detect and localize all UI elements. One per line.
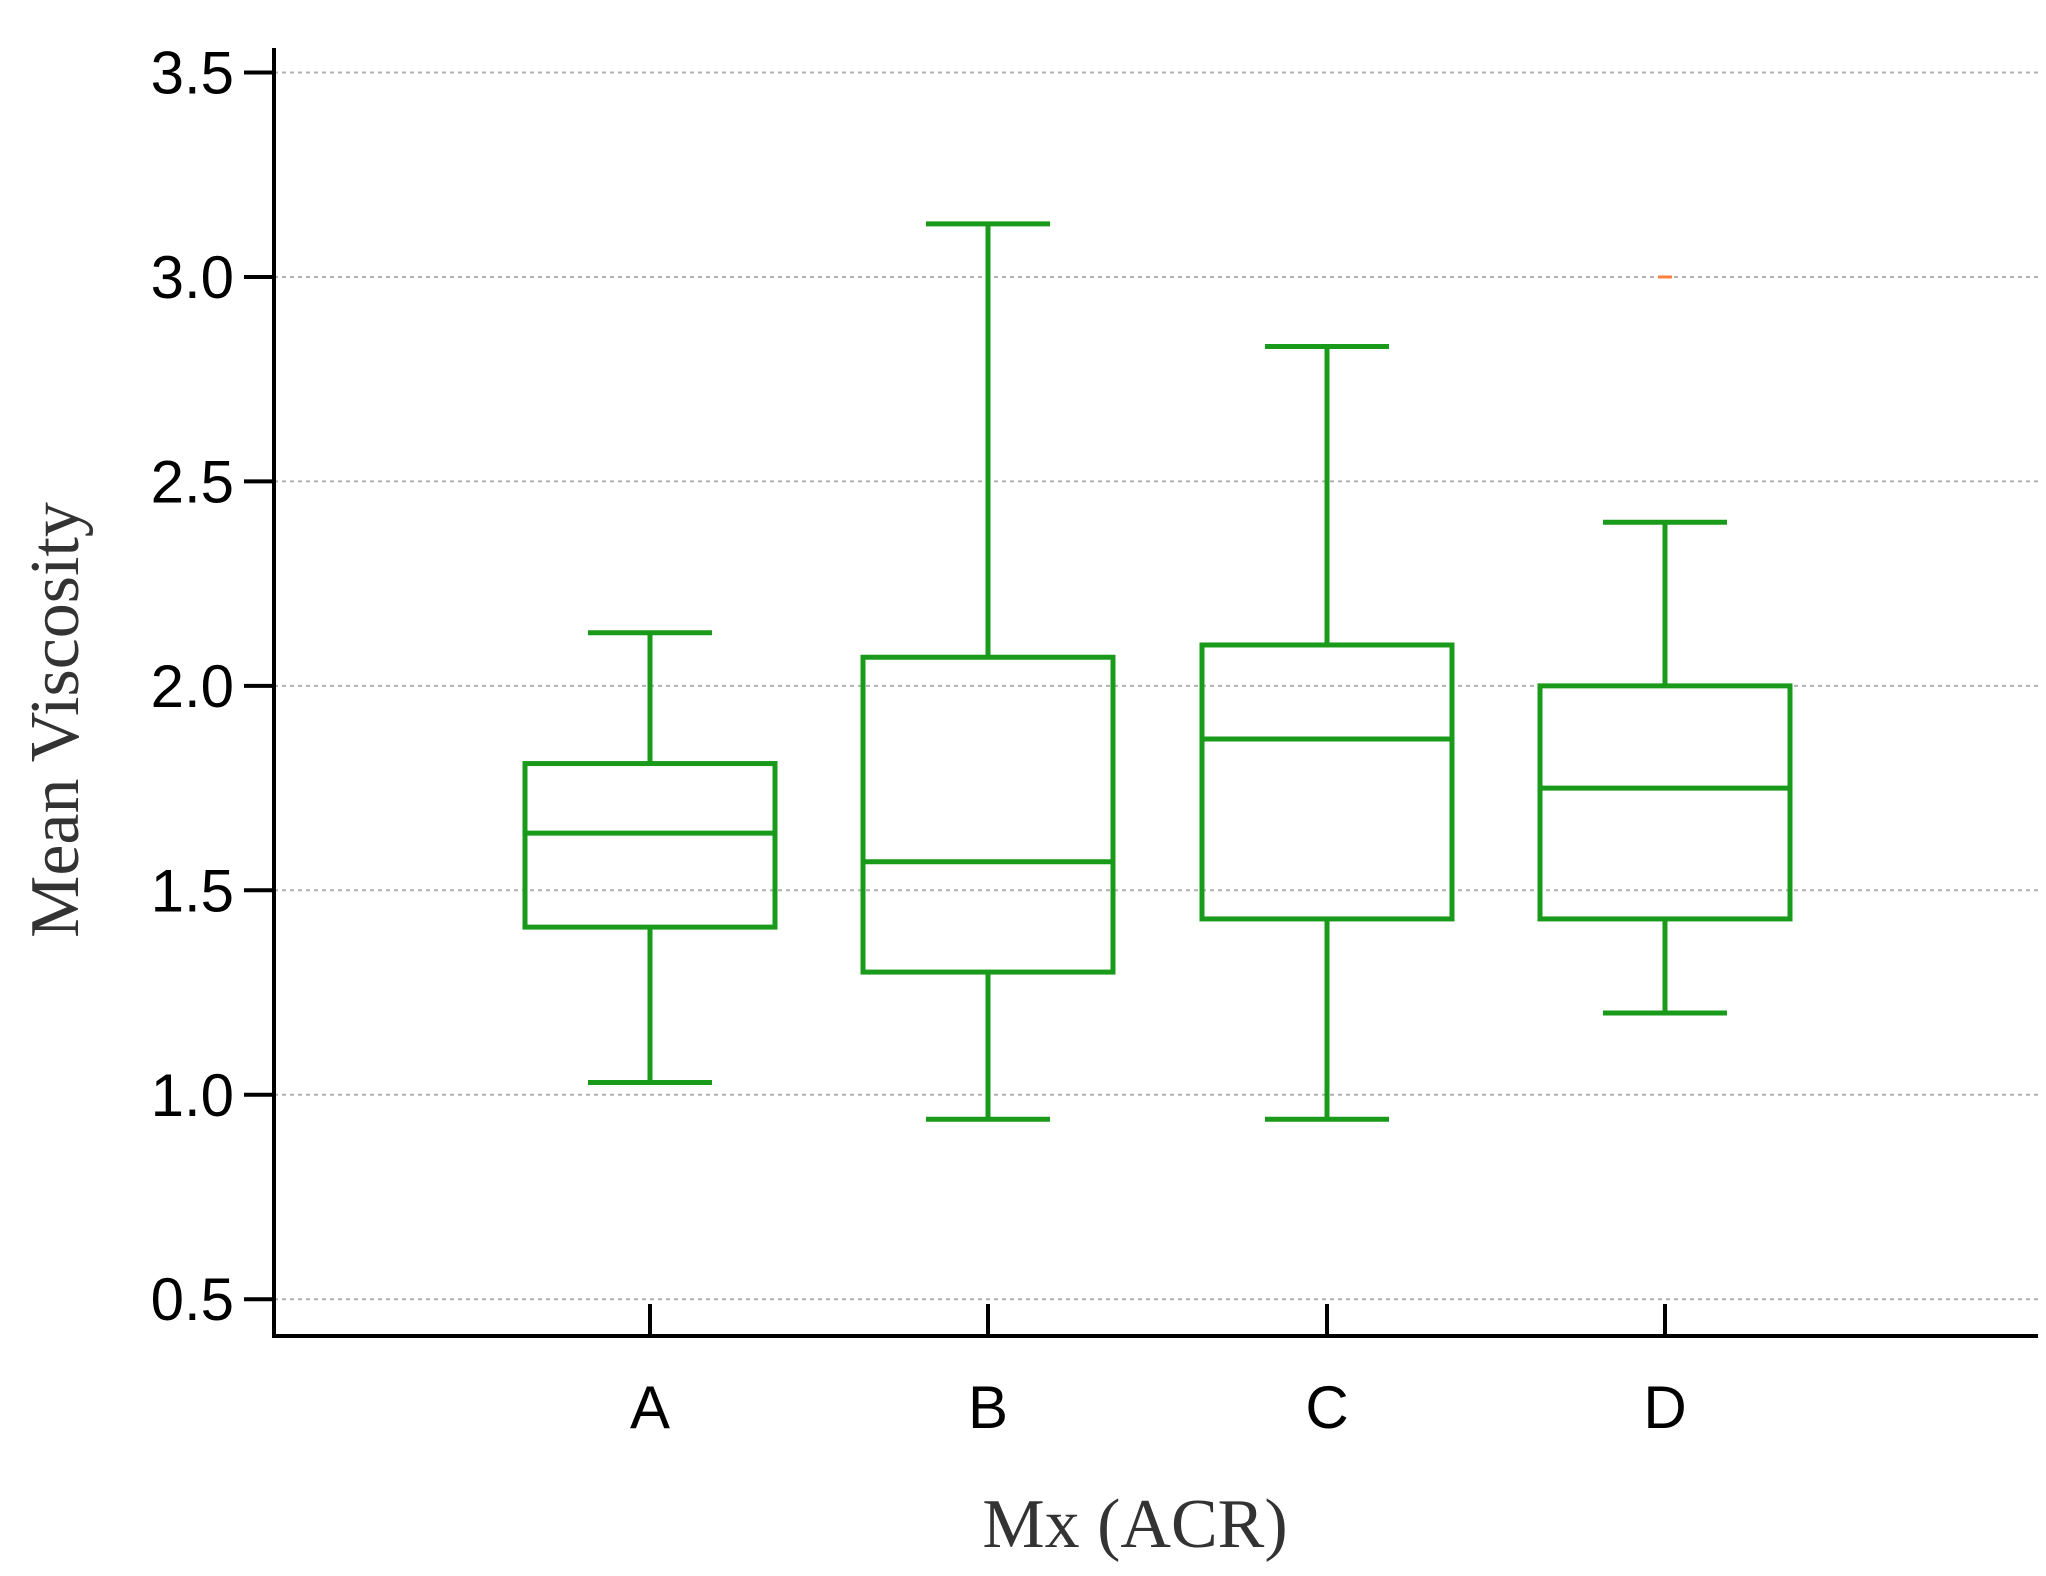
box-C <box>1199 343 1455 1122</box>
x-tick-label: A <box>630 1374 670 1441</box>
x-axis-title: Mx (ACR) <box>982 1486 1287 1563</box>
iqr-box <box>860 654 1116 975</box>
box-B <box>860 221 1116 1122</box>
x-tick-label: D <box>1643 1374 1686 1441</box>
y-axis-title: Mean Viscosity <box>17 502 94 938</box>
iqr-box <box>1537 683 1793 922</box>
iqr-box <box>1199 642 1455 922</box>
y-tick-label: 1.0 <box>151 1062 234 1129</box>
axes <box>244 48 2038 1338</box>
y-tick-label: 1.5 <box>151 857 234 924</box>
y-tick-label: 3.5 <box>151 40 234 107</box>
gridlines <box>274 71 2038 1301</box>
box-D <box>1537 275 1793 1016</box>
y-tick-label: 2.5 <box>151 448 234 515</box>
iqr-box <box>522 761 778 930</box>
x-tick-label: C <box>1305 1374 1348 1441</box>
y-tick-label: 2.0 <box>151 653 234 720</box>
y-tick-label: 0.5 <box>151 1266 234 1333</box>
y-tick-label: 3.0 <box>151 244 234 311</box>
x-tick-label: B <box>968 1374 1008 1441</box>
labels: 0.5 1.0 1.5 2.0 2.5 3.0 3.5 A B C D <box>151 40 1687 1441</box>
box-A <box>522 630 778 1085</box>
boxes <box>522 221 1793 1122</box>
